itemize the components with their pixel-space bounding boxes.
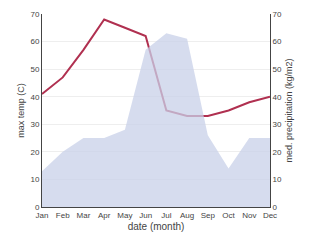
svg-text:60: 60: [30, 37, 39, 46]
svg-text:50: 50: [30, 65, 39, 74]
svg-text:20: 20: [30, 148, 39, 157]
svg-text:40: 40: [30, 93, 39, 102]
svg-text:10: 10: [30, 175, 39, 184]
svg-text:70: 70: [30, 10, 39, 19]
svg-text:0: 0: [35, 203, 40, 212]
svg-text:Jun: Jun: [139, 211, 152, 220]
svg-text:Oct: Oct: [222, 211, 235, 220]
svg-text:Aug: Aug: [180, 211, 194, 220]
svg-text:med. precipitation (kg/m2): med. precipitation (kg/m2): [284, 58, 294, 162]
svg-text:30: 30: [273, 120, 282, 129]
svg-text:40: 40: [273, 93, 282, 102]
svg-text:Dec: Dec: [263, 211, 277, 220]
svg-text:Nov: Nov: [242, 211, 256, 220]
svg-text:date (month): date (month): [128, 221, 185, 232]
svg-text:0: 0: [273, 203, 278, 212]
svg-text:10: 10: [273, 175, 282, 184]
svg-text:70: 70: [273, 10, 282, 19]
svg-text:Apr: Apr: [98, 211, 111, 220]
svg-text:Jan: Jan: [36, 211, 49, 220]
svg-text:60: 60: [273, 37, 282, 46]
svg-text:Mar: Mar: [77, 211, 91, 220]
svg-text:20: 20: [273, 148, 282, 157]
svg-text:max temp (C): max temp (C): [16, 83, 26, 138]
svg-text:Feb: Feb: [56, 211, 70, 220]
svg-text:Jul: Jul: [161, 211, 171, 220]
svg-text:30: 30: [30, 120, 39, 129]
svg-text:May: May: [117, 211, 132, 220]
svg-text:Sep: Sep: [201, 211, 216, 220]
svg-text:50: 50: [273, 65, 282, 74]
